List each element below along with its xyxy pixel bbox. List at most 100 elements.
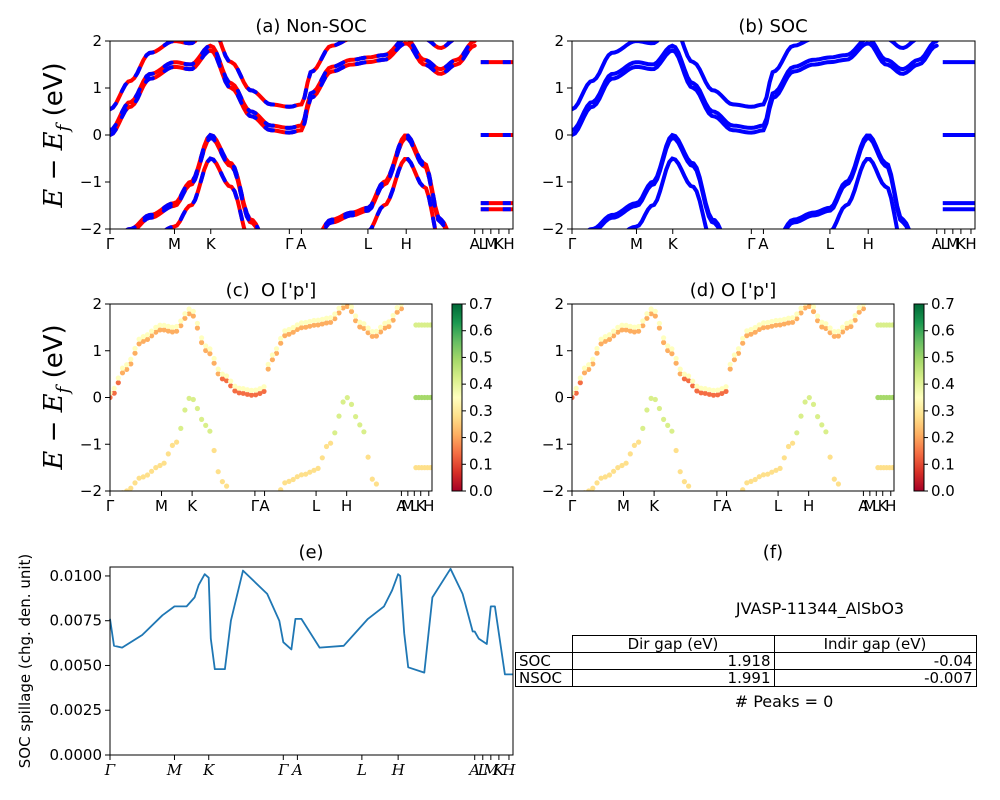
projection-point xyxy=(681,479,688,485)
projection-point xyxy=(136,336,142,342)
projection-point xyxy=(619,327,625,333)
projection-point xyxy=(124,488,130,491)
y-tick-label: 2 xyxy=(554,32,564,50)
projection-point xyxy=(311,322,317,328)
projection-point xyxy=(140,338,146,344)
x-tick-label: M xyxy=(617,497,630,515)
projection-point xyxy=(777,322,783,328)
projection-point xyxy=(111,390,117,396)
projection-point xyxy=(194,320,200,326)
projection-point xyxy=(207,346,213,352)
x-tick-label: A xyxy=(396,497,407,515)
x-tick-label: M xyxy=(630,235,643,253)
x-tick-label: H xyxy=(341,497,352,515)
x-tick-label: A xyxy=(467,761,480,779)
x-tick-label: L xyxy=(356,761,367,779)
projection-point xyxy=(124,362,130,368)
projection-point xyxy=(373,328,379,334)
panel-d-points xyxy=(572,304,894,491)
projection-point xyxy=(311,467,317,473)
x-tick-label: L xyxy=(479,235,488,253)
projection-point xyxy=(240,390,246,396)
x-tick-label: A xyxy=(758,235,769,253)
x-tick-label: M xyxy=(484,235,497,253)
projection-point xyxy=(211,447,217,454)
x-tick-label: L xyxy=(872,497,881,515)
x-tick-label: K xyxy=(202,761,215,779)
projection-point xyxy=(606,336,613,342)
projection-point xyxy=(165,451,171,457)
panel-e-title: (e) xyxy=(298,542,323,563)
band-line xyxy=(110,41,477,133)
projection-point xyxy=(594,350,600,356)
projection-point xyxy=(282,480,288,486)
x-tick-label: M xyxy=(863,497,876,515)
projection-point xyxy=(378,329,384,335)
projection-point xyxy=(598,336,604,342)
y-tick-label: −1 xyxy=(80,435,102,453)
projection-point xyxy=(806,395,812,401)
projection-point xyxy=(586,366,592,372)
x-tick-label: A xyxy=(259,497,270,515)
panel-e-yticks: 0.0000 0.0025 0.0050 0.0075 0.0100 xyxy=(50,567,110,764)
projection-point xyxy=(636,328,642,334)
panel-c-ylabel: E − Ef (eV) xyxy=(39,324,74,470)
projection-point xyxy=(673,360,679,366)
gap-table-header: Dir gap (eV) Indir gap (eV) xyxy=(516,635,977,653)
projection-point xyxy=(298,325,305,331)
x-tick-label: Γ xyxy=(568,497,577,515)
projection-point xyxy=(119,365,126,371)
projection-point xyxy=(219,371,225,377)
gap-table-header-dir: Dir gap (eV) xyxy=(571,635,775,653)
projection-point xyxy=(840,324,846,330)
projection-point xyxy=(735,350,742,356)
projection-point xyxy=(652,396,658,403)
projection-point xyxy=(244,387,250,393)
projection-point xyxy=(294,322,300,328)
x-tick-label: A xyxy=(290,761,303,779)
projection-point xyxy=(149,468,155,474)
projection-point xyxy=(665,343,671,349)
projection-point xyxy=(253,392,259,398)
x-tick-label: L xyxy=(364,235,373,253)
projection-point xyxy=(248,387,255,393)
projection-point xyxy=(128,485,134,491)
projection-point xyxy=(286,478,292,484)
x-tick-label: H xyxy=(863,235,874,253)
projection-point xyxy=(278,335,284,342)
projection-point xyxy=(848,319,854,325)
projection-point xyxy=(661,416,667,422)
projection-point xyxy=(644,407,650,413)
projection-point xyxy=(315,317,321,323)
projection-point xyxy=(765,319,771,326)
colorbar-tick-label: 0.6 xyxy=(931,322,955,340)
projection-point xyxy=(219,479,225,485)
projection-point xyxy=(806,304,812,309)
projection-point xyxy=(611,468,617,474)
projection-point xyxy=(715,387,721,393)
projection-point xyxy=(810,304,817,310)
projection-point xyxy=(203,347,209,354)
projection-point xyxy=(611,333,617,339)
projection-point xyxy=(144,332,151,338)
projection-point xyxy=(773,467,779,473)
projection-point xyxy=(328,319,334,325)
projection-point xyxy=(161,327,167,333)
projection-point xyxy=(357,324,363,330)
projection-point xyxy=(748,478,754,484)
y-tick-label: 2 xyxy=(92,295,102,313)
projection-point xyxy=(303,324,309,330)
colorbar-tick-label: 0.3 xyxy=(469,402,493,420)
projection-point xyxy=(794,430,800,436)
x-tick-label: H xyxy=(401,235,412,253)
projection-point xyxy=(781,321,787,327)
projection-point xyxy=(835,333,842,339)
band-line xyxy=(586,132,911,229)
projection-point xyxy=(286,331,292,337)
projection-point xyxy=(290,324,296,331)
x-tick-label: Γ xyxy=(713,497,722,515)
projection-point xyxy=(819,422,825,428)
projection-point xyxy=(132,345,138,352)
projection-point xyxy=(586,362,592,368)
colorbar-tick-label: 0.5 xyxy=(469,348,493,366)
